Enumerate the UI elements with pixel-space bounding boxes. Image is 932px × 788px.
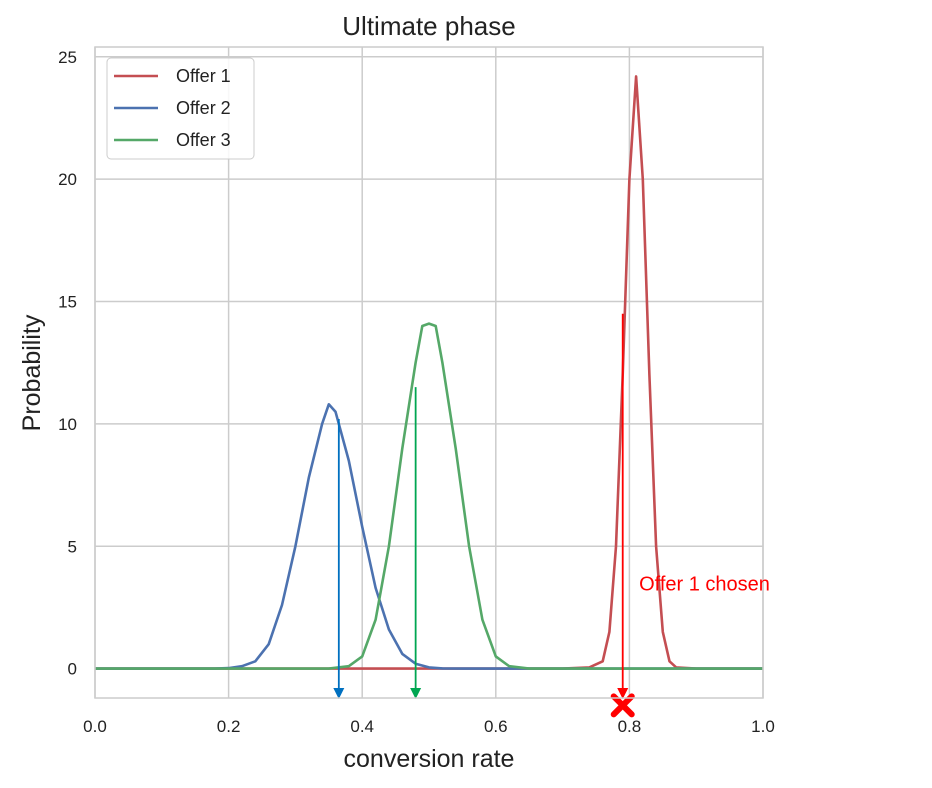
y-axis-label: Probability bbox=[18, 314, 46, 431]
y-tick-label: 0 bbox=[68, 660, 77, 679]
x-tick-label: 1.0 bbox=[751, 717, 775, 736]
arrow-head bbox=[617, 688, 629, 699]
x-tick-label: 0.6 bbox=[484, 717, 508, 736]
annotation-offer-chosen: Offer 1 chosen bbox=[639, 573, 770, 595]
arrow-head bbox=[333, 688, 345, 699]
x-tick-label: 0.2 bbox=[217, 717, 241, 736]
x-tick-labels: 0.0 0.2 0.4 0.6 0.8 1.0 bbox=[83, 717, 775, 736]
x-tick-label: 0.8 bbox=[618, 717, 642, 736]
legend-label-offer-1: Offer 1 bbox=[176, 66, 231, 86]
x-tick-label: 0.4 bbox=[350, 717, 374, 736]
chart-title: Ultimate phase bbox=[342, 11, 515, 41]
legend-label-offer-2: Offer 2 bbox=[176, 98, 231, 118]
y-tick-label: 10 bbox=[58, 415, 77, 434]
y-tick-label: 25 bbox=[58, 48, 77, 67]
x-axis-label: conversion rate bbox=[344, 745, 515, 773]
chosen-marker bbox=[610, 693, 635, 718]
arrow-layer bbox=[333, 313, 635, 718]
x-tick-label: 0.0 bbox=[83, 717, 107, 736]
series-line-offer-2 bbox=[95, 403, 763, 670]
series-line-offer-3 bbox=[95, 322, 763, 670]
plot-frame bbox=[94, 46, 764, 699]
series-line-offer-1 bbox=[95, 75, 763, 670]
legend-label-offer-3: Offer 3 bbox=[176, 130, 231, 150]
series-layer bbox=[95, 75, 763, 670]
y-tick-labels: 0 5 10 15 20 25 bbox=[58, 48, 77, 679]
legend-box bbox=[106, 57, 255, 160]
grid bbox=[94, 47, 764, 698]
y-tick-label: 20 bbox=[58, 170, 77, 189]
arrow-head bbox=[410, 688, 422, 699]
y-tick-label: 5 bbox=[68, 537, 77, 556]
legend: Offer 1 Offer 2 Offer 3 bbox=[106, 57, 255, 160]
y-tick-label: 15 bbox=[58, 293, 77, 312]
